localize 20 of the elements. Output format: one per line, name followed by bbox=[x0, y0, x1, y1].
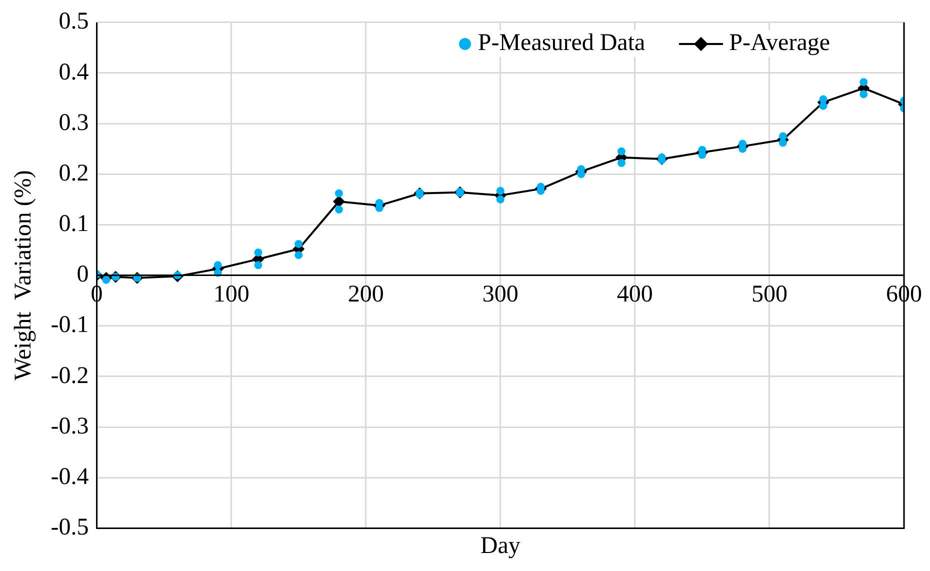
x-tick-label: 500 bbox=[751, 282, 788, 308]
y-tick-label: 0.4 bbox=[58, 59, 89, 86]
y-axis-title: Weight Variation (%) bbox=[10, 170, 37, 380]
x-tick-label: 400 bbox=[616, 282, 653, 308]
y-tick-label: -0.4 bbox=[50, 464, 89, 490]
y-tick-label: 0.3 bbox=[58, 110, 89, 136]
y-tick-label: 0.1 bbox=[58, 211, 89, 238]
x-tick-label: 200 bbox=[348, 282, 384, 308]
y-tick-label: 0.5 bbox=[58, 8, 89, 35]
x-tick-label: 300 bbox=[482, 282, 518, 308]
x-tick-label: 100 bbox=[213, 282, 250, 308]
legend-label: P-Measured Data bbox=[478, 30, 646, 58]
y-tick-label: 0 bbox=[76, 262, 89, 288]
y-tick-label: -0.2 bbox=[50, 362, 89, 389]
legend-label: P-Average bbox=[729, 30, 830, 58]
x-axis-title: Day bbox=[480, 532, 520, 559]
y-tick-label: 0.2 bbox=[58, 160, 89, 186]
y-tick-label: -0.3 bbox=[50, 413, 89, 440]
y-tick-label: -0.5 bbox=[50, 514, 89, 540]
y-tick-label: -0.1 bbox=[50, 312, 89, 338]
